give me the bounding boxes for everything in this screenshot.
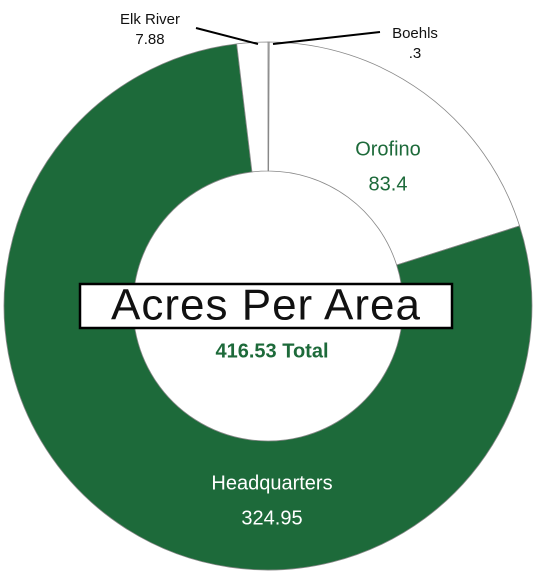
value-label: .3 bbox=[409, 45, 422, 62]
slice-label: Elk River bbox=[120, 11, 180, 28]
slice-label: Boehls bbox=[392, 25, 438, 42]
value-label: 324.95 bbox=[241, 507, 302, 529]
leader-line bbox=[195, 27, 259, 45]
slice bbox=[268, 41, 521, 266]
slice-label: Orofino bbox=[355, 138, 421, 160]
chart-subtitle: 416.53 Total bbox=[215, 340, 328, 362]
title-box bbox=[78, 282, 454, 330]
slice bbox=[236, 41, 269, 173]
slices bbox=[3, 41, 533, 571]
leader-line bbox=[272, 31, 381, 45]
slice bbox=[3, 43, 533, 571]
slice-label: Headquarters bbox=[211, 472, 332, 494]
value-label: 7.88 bbox=[135, 31, 164, 48]
value-label: 83.4 bbox=[369, 173, 408, 195]
chart-title: Acres Per Area bbox=[111, 281, 421, 330]
